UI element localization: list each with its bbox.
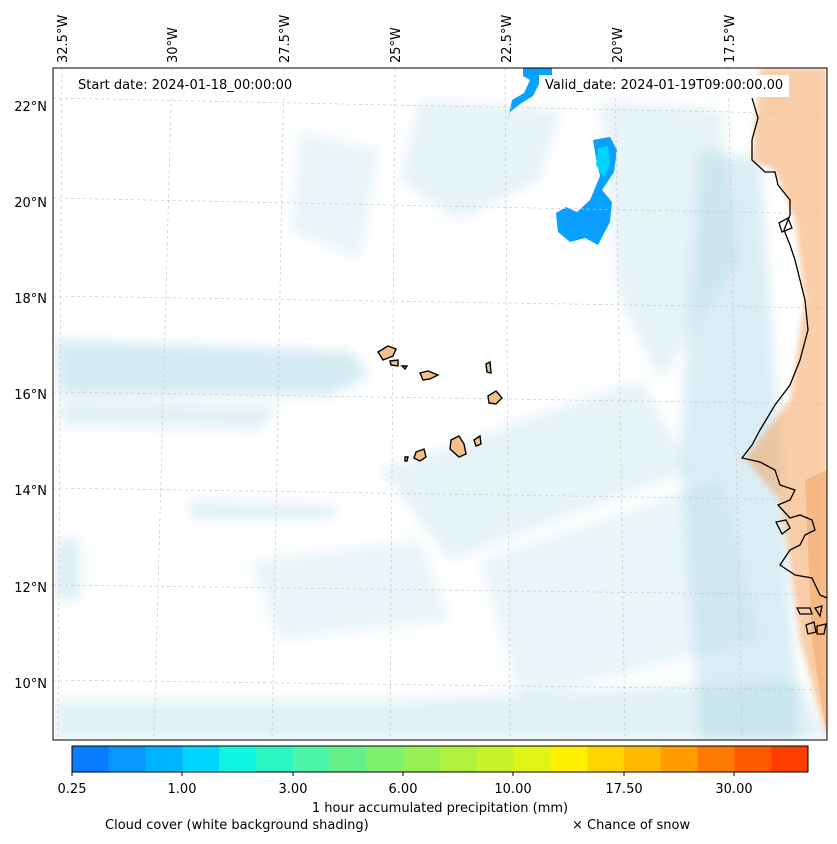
lat-label: 18°N	[14, 292, 47, 307]
colorbar-segment	[624, 746, 662, 772]
colorbar-segment	[72, 746, 110, 772]
colorbar-segment	[440, 746, 478, 772]
lat-label: 20°N	[14, 196, 47, 211]
colorbar-outline	[71, 745, 809, 773]
lon-label: 17.5°W	[723, 15, 738, 63]
latitude-labels: 22°N 20°N 18°N 16°N 14°N 12°N 10°N	[14, 100, 47, 692]
colorbar-tick-label: 30.00	[715, 782, 753, 797]
lat-label: 12°N	[14, 581, 47, 596]
lat-label: 14°N	[14, 484, 47, 499]
colorbar-tick-label: 3.00	[278, 782, 308, 797]
start-date-label: Start date: 2024-01-18_00:00:00	[72, 75, 299, 97]
colorbar-segment	[403, 746, 441, 772]
colorbar-segment	[256, 746, 294, 772]
colorbar-segment	[550, 746, 588, 772]
map-frame	[52, 67, 828, 741]
colorbar-tick-label: 10.00	[494, 782, 532, 797]
longitude-labels: 32.5°W 30°W 27.5°W 25°W 22.5°W 20°W 17.5…	[56, 15, 738, 63]
colorbar-segment	[734, 746, 772, 772]
colorbar-segment	[366, 746, 404, 772]
land-shading	[745, 68, 827, 740]
map-area	[53, 68, 827, 740]
colorbar-tick-label: 0.25	[57, 782, 87, 797]
colorbar-segment	[513, 746, 551, 772]
snow-legend: × Chance of snow	[572, 818, 691, 833]
colorbar-tick-label: 17.50	[605, 782, 643, 797]
lon-label: 22.5°W	[500, 15, 515, 63]
cloud-cover-legend: Cloud cover (white background shading)	[105, 818, 369, 833]
colorbar-segment	[108, 746, 147, 772]
colorbar-segment	[660, 746, 699, 772]
colorbar-ticks	[71, 772, 735, 776]
lat-label: 22°N	[14, 100, 47, 115]
africa-coastline	[740, 97, 827, 635]
cape-verde-islands	[377, 345, 503, 462]
valid-date-label: Valid_date: 2024-01-19T09:00:00.00	[539, 75, 790, 97]
colorbar-segment	[329, 746, 367, 772]
colorbar-segment	[182, 746, 220, 772]
colorbar-tick-label: 1.00	[167, 782, 197, 797]
colorbar	[71, 745, 809, 773]
lat-label: 10°N	[14, 677, 47, 692]
colorbar-segment	[697, 746, 735, 772]
colorbar-segment	[771, 746, 809, 772]
colorbar-segment	[292, 746, 331, 772]
colorbar-segment	[219, 746, 257, 772]
colorbar-title: 1 hour accumulated precipitation (mm)	[311, 801, 569, 816]
colorbar-segment	[587, 746, 625, 772]
cloud-cover-shading	[55, 100, 827, 740]
lon-label: 25°W	[389, 27, 404, 63]
lon-label: 30°W	[166, 27, 181, 63]
colorbar-segment	[476, 746, 515, 772]
lat-label: 16°N	[14, 388, 47, 403]
graticule	[53, 68, 827, 740]
colorbar-segment	[145, 746, 183, 772]
lon-label: 20°W	[611, 27, 626, 63]
colorbar-tick-label: 6.00	[388, 782, 418, 797]
lon-label: 32.5°W	[56, 15, 71, 63]
lon-label: 27.5°W	[278, 15, 293, 63]
